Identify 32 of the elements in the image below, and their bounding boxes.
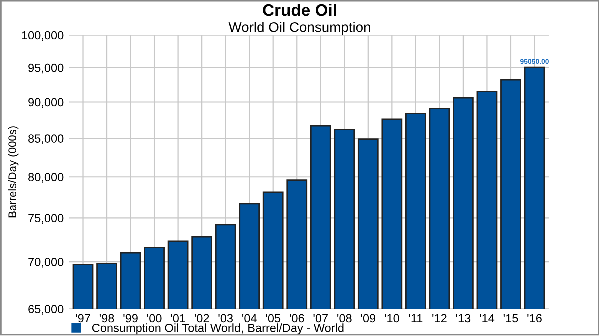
x-tick-label: '00 [147, 314, 162, 323]
x-tick-label: '05 [266, 314, 281, 323]
y-tick-label: 100,000 [22, 31, 64, 42]
x-tick-label: '13 [456, 314, 471, 323]
legend-label: Consumption Oil Total World, Barrel/Day - World [92, 324, 344, 335]
x-tick-label: '02 [194, 314, 210, 323]
x-tick-label: '12 [432, 314, 447, 323]
y-tick-label: 65,000 [28, 305, 64, 315]
x-tick-label: '99 [124, 314, 138, 323]
x-tick-label: '97 [76, 314, 90, 323]
y-tick-label: 75,000 [28, 214, 64, 224]
x-tick-label: '06 [290, 314, 304, 323]
x-tick-label: '16 [528, 314, 542, 323]
y-tick-label: 85,000 [28, 134, 64, 144]
y-tick-label: 90,000 [28, 98, 64, 108]
x-tick-label: '04 [242, 314, 257, 323]
x-tick-label: '01 [171, 314, 186, 323]
x-tick-label: '09 [361, 314, 376, 323]
y-axis-title: Barrels/Day (000s) [8, 126, 19, 218]
x-tick-label: '14 [480, 314, 495, 323]
x-tick-label: '07 [314, 314, 328, 323]
x-tick-label: '15 [504, 314, 518, 323]
x-tick-label: '11 [409, 314, 423, 323]
y-tick-label: 95,000 [28, 64, 64, 74]
x-tick-label: '98 [100, 314, 114, 323]
x-tick-label: '03 [218, 314, 234, 323]
chart-subtitle: World Oil Consumption [228, 22, 370, 36]
y-tick-label: 80,000 [28, 173, 64, 183]
y-tick-label: 70,000 [28, 258, 64, 268]
x-tick-label: '08 [338, 314, 352, 323]
chart-title: Crude Oil [263, 4, 336, 16]
x-tick-label: '10 [385, 314, 400, 323]
